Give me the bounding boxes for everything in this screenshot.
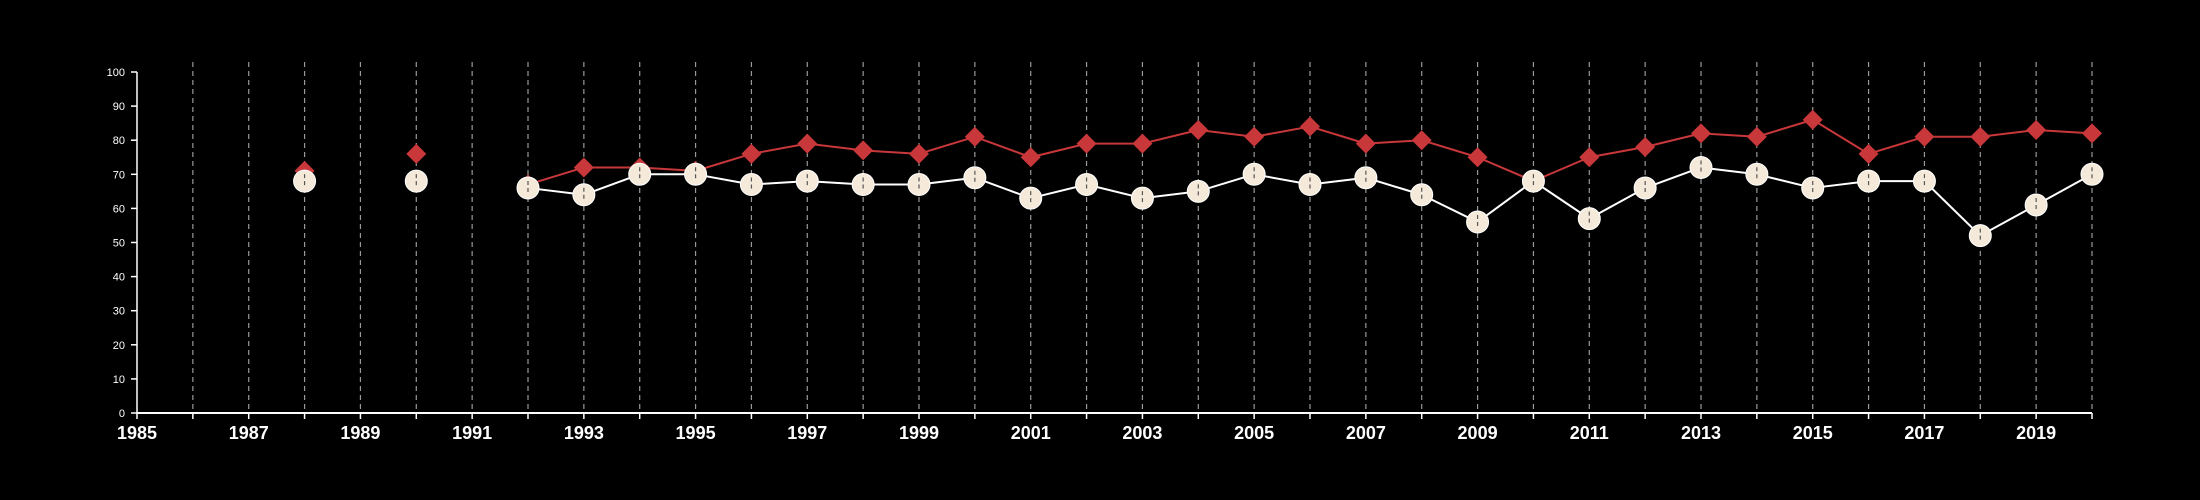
series-1 [294,109,2102,195]
x-tick-label-2019: 2019 [2016,423,2056,443]
grid-lines [192,62,2093,413]
series-2-segment [1923,180,1981,237]
x-tick-label-1997: 1997 [787,423,827,443]
series-1-segment [1030,142,1087,159]
y-tick-label-70: 70 [113,169,125,181]
y-tick-label-0: 0 [119,408,125,420]
series-1-segment [1198,128,1255,138]
diamond-marker-1993 [573,157,594,178]
diamond-marker-2003 [1132,133,1153,154]
x-tick-label-1991: 1991 [452,423,492,443]
y-tick-label-90: 90 [113,101,125,113]
series-1-segment [1421,139,1478,159]
diamond-marker-2015 [1802,109,1823,130]
series-1-segment [1868,135,1925,155]
grid-overlay [303,160,2093,243]
x-tick-label-1999: 1999 [899,423,939,443]
y-tick-label-40: 40 [113,272,125,284]
diamond-marker-1996 [741,143,762,164]
series-1-segment [1309,125,1367,145]
diamond-marker-2008 [1411,130,1432,151]
y-tick-label-80: 80 [113,135,125,147]
x-tick-label-2011: 2011 [1570,423,1609,443]
diamond-marker-2001 [1020,147,1041,168]
series-1-segment [807,142,864,152]
diamond-marker-2009 [1467,147,1488,168]
x-tick-label-1985: 1985 [117,423,157,443]
x-tick-label-1989: 1989 [340,423,380,443]
series-1-segment [1980,128,2037,138]
y-tick-label-20: 20 [113,340,125,352]
x-tick-label-2013: 2013 [1681,423,1721,443]
diamond-marker-2018 [1970,126,1991,147]
series-1-segment [918,135,976,155]
diamond-marker-2012 [1635,137,1656,158]
diamond-marker-1998 [853,140,874,161]
series-1-segment [1644,132,1702,148]
x-tick-label-2017: 2017 [1904,423,1944,443]
y-tick-label-50: 50 [113,238,125,250]
diamond-marker-2016 [1858,143,1879,164]
series-layer [293,109,2104,248]
series-1-segment [751,142,808,155]
series-1-segment [1756,118,1814,138]
series-1-segment [1812,118,1870,155]
diamond-marker-1990 [406,143,427,164]
diamond-marker-2002 [1076,133,1097,154]
diamond-marker-2017 [1914,126,1935,147]
x-tick-label-2005: 2005 [1234,423,1274,443]
x-tick-label-1995: 1995 [676,423,716,443]
series-1-segment [1589,146,1646,159]
x-tick-label-2003: 2003 [1122,423,1162,443]
diamond-marker-2020 [2082,123,2102,144]
x-tick-label-1987: 1987 [229,423,269,443]
series-1-segment [974,135,1032,159]
diamond-marker-2019 [2026,119,2047,140]
diamond-marker-2000 [964,126,985,147]
diamond-marker-2004 [1188,119,1209,140]
y-tick-label-60: 60 [113,203,125,215]
diamond-marker-2005 [1244,126,1265,147]
y-tick-label-10: 10 [113,374,125,386]
diamond-marker-2007 [1355,133,1376,154]
x-tick-label-2009: 2009 [1458,423,1498,443]
x-tick-label-1993: 1993 [564,423,604,443]
series-2-segment [1476,180,1535,223]
diamond-marker-1997 [797,133,818,154]
diamond-marker-2006 [1300,116,1320,137]
diamond-marker-2011 [1579,147,1600,168]
diamond-marker-2014 [1746,126,1767,147]
diamond-marker-1999 [909,143,929,164]
axes: 0 10 20 30 40 50 60 70 80 90 100 1985 1987 1989 1991 19… [107,67,2093,443]
y-tick-label-100: 100 [107,67,125,79]
series-1-segment [1142,128,1199,145]
y-tick-label-30: 30 [113,306,125,318]
x-tick-label-2001: 2001 [1011,423,1051,443]
series-1-segment [1253,125,1311,138]
diamond-marker-2013 [1691,123,1711,144]
x-tick-label-2007: 2007 [1346,423,1386,443]
x-tick-label-2015: 2015 [1793,423,1833,443]
